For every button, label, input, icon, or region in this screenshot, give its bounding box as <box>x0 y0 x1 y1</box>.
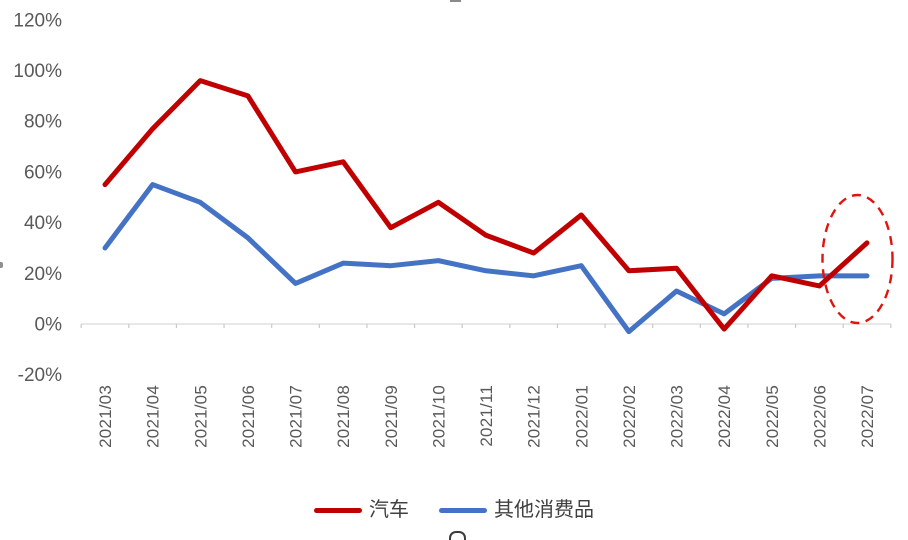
legend: 汽车 其他消费品 <box>0 497 908 523</box>
series-line-1 <box>102 182 870 335</box>
y-axis-label: 60% <box>24 162 62 183</box>
x-axis-label: 2022/04 <box>715 385 734 448</box>
legend-swatch-other-consumer-goods <box>439 507 487 513</box>
x-axis-label: 2021/11 <box>477 385 496 447</box>
x-axis-label: 2022/03 <box>668 385 687 448</box>
y-axis-label: 0% <box>35 315 63 336</box>
cropped-title-fragment <box>450 0 461 2</box>
annotation-ellipse <box>821 193 894 325</box>
x-axis-label: 2022/07 <box>858 385 877 448</box>
series-line-0 <box>102 78 870 332</box>
legend-label-autos: 汽车 <box>369 499 409 521</box>
y-axis-label: -20% <box>18 365 62 386</box>
x-axis-label: 2021/10 <box>429 385 448 448</box>
x-axis-label: 2021/09 <box>382 385 401 448</box>
y-axis-label: 20% <box>24 264 62 285</box>
x-axis-label: 2021/05 <box>191 385 210 448</box>
cropped-bottom-text-fragment <box>449 531 466 540</box>
x-axis-label: 2022/01 <box>572 385 591 448</box>
legend-label-other-consumer-goods: 其他消费品 <box>494 499 594 521</box>
legend-item-other-consumer-goods: 其他消费品 <box>439 500 594 520</box>
x-axis-label: 2021/07 <box>287 385 306 448</box>
x-axis-label: 2021/04 <box>144 385 163 448</box>
x-axis-label: 2021/12 <box>525 385 544 448</box>
y-axis-label: 80% <box>24 112 62 133</box>
legend-swatch-autos <box>314 507 362 513</box>
y-axis-label: 100% <box>13 61 62 82</box>
x-axis-label: 2022/05 <box>763 385 782 448</box>
x-axis-label: 2021/08 <box>334 385 353 448</box>
y-axis-label: 40% <box>24 213 62 234</box>
x-axis-label: 2021/06 <box>239 385 258 448</box>
cropped-left-text-fragment <box>0 262 3 268</box>
x-axis-label: 2021/03 <box>96 385 115 448</box>
legend-item-autos: 汽车 <box>314 500 409 520</box>
y-axis-label: 120% <box>13 10 62 31</box>
x-axis-label: 2022/06 <box>810 385 829 448</box>
x-axis-label: 2022/02 <box>620 385 639 448</box>
